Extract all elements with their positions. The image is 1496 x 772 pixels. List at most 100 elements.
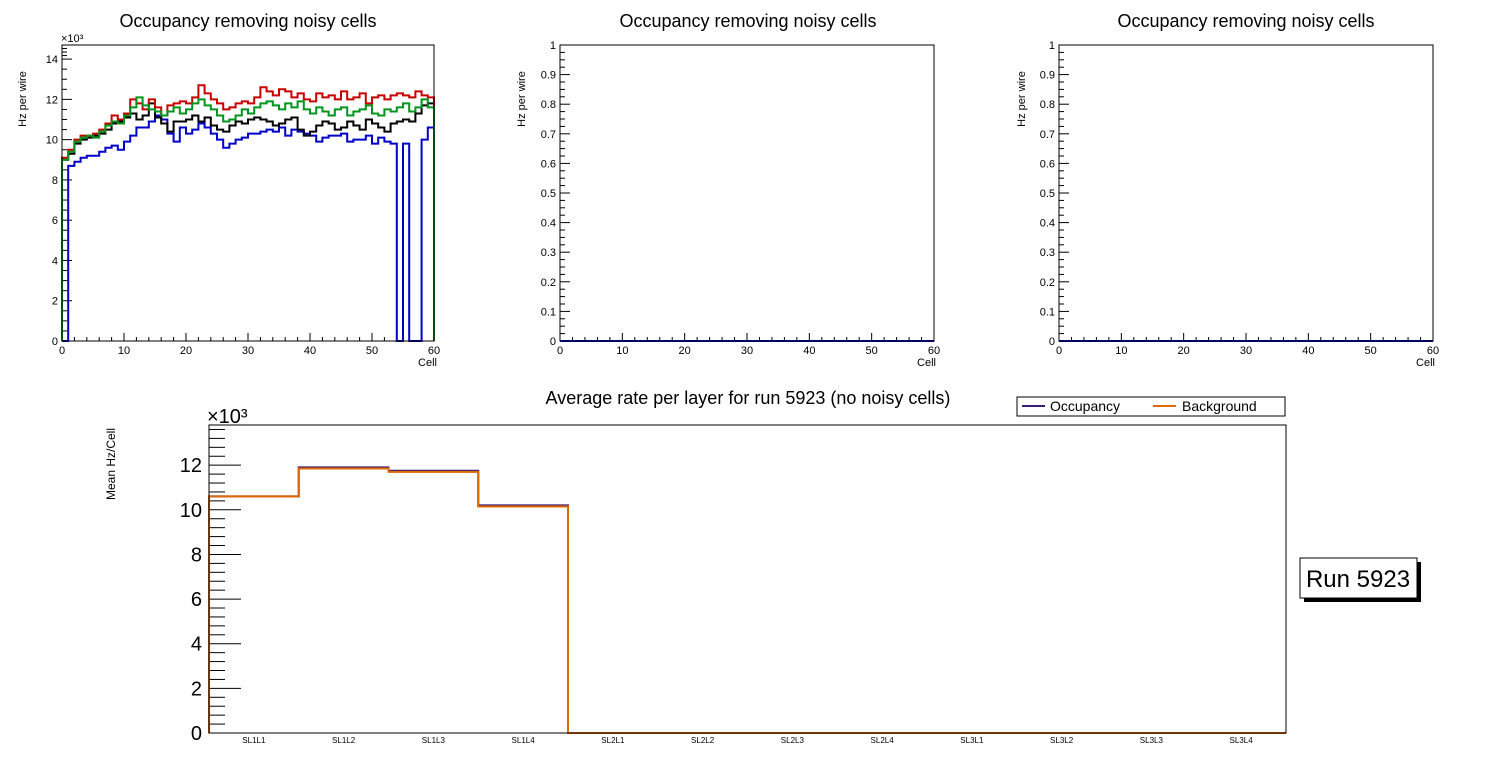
panel-1-xtick-label: 0 — [59, 345, 65, 357]
panel-1-ytick-label: 2 — [52, 296, 58, 308]
panel-3-xtick-label: 50 — [1365, 345, 1377, 357]
panel-4-ylabel: Mean Hz/Cell — [104, 428, 118, 500]
panel-2-frame — [559, 44, 935, 342]
panel-1-xtick-label: 20 — [180, 345, 192, 357]
panel-3-ytick-label: 0 — [1049, 336, 1055, 348]
panel-4-category-label: SL1L2 — [332, 736, 356, 745]
panel-4-category-label: SL2L2 — [691, 736, 715, 745]
panel-4-ytick-label: 8 — [191, 544, 202, 566]
panel-3-xtick-label: 60 — [1427, 345, 1439, 357]
panel-4-category-label: SL2L4 — [871, 736, 895, 745]
panel-2-ytick-label: 0.9 — [541, 70, 556, 82]
panel-2-axis-ticks: 0 10 20 30 40 50 60 0 0.1 0.2 0.3 0.4 0.5 0.6 0.7 0.8 0.… — [541, 40, 940, 357]
panel-3-ytick-label: 0.3 — [1040, 247, 1055, 259]
panel-2-ytick-label: 1 — [550, 40, 556, 52]
panel-1-series-1 — [62, 114, 435, 342]
panel-2-ytick-label: 0.6 — [541, 158, 556, 170]
panel-3-xtick-label: 30 — [1240, 345, 1252, 357]
panel-2-ytick-label: 0 — [550, 336, 556, 348]
panel-1-xlabel: Cell — [418, 357, 437, 369]
panel-2-ylabel: Hz per wire — [516, 71, 528, 127]
panel-3-ytick-label: 0.9 — [1040, 70, 1055, 82]
panel-4-category-label: SL1L3 — [422, 736, 446, 745]
panel-2-title: Occupancy removing noisy cells — [619, 11, 876, 31]
panel-3-axis-ticks: 0 10 20 30 40 50 60 0 0.1 0.2 0.3 0.4 0.5 0.6 0.7 0.8 0.… — [1040, 40, 1439, 357]
panel-3-ytick-label: 0.8 — [1040, 99, 1055, 111]
legend: Occupancy Background — [1016, 396, 1286, 417]
panel-3-ytick-label: 1 — [1049, 40, 1055, 52]
panel-2-ytick-label: 0.3 — [541, 247, 556, 259]
panel-1-xtick-label: 40 — [304, 345, 316, 357]
panel-4-category-label: SL3L4 — [1230, 736, 1254, 745]
panel-3-ytick-label: 0.5 — [1040, 188, 1055, 200]
panel-3-xtick-label: 0 — [1056, 345, 1062, 357]
panel-1-ytick-label: 0 — [52, 336, 58, 348]
panel-4-ytick-label: 0 — [191, 723, 202, 745]
panel-3-ytick-label: 0.2 — [1040, 277, 1055, 289]
panel-1-ytick-label: 8 — [52, 175, 58, 187]
panel-3-ytick-label: 0.4 — [1040, 218, 1055, 230]
panel-3-xtick-label: 40 — [1302, 345, 1314, 357]
panel-1-xtick-label: 10 — [118, 345, 130, 357]
panel-3-xtick-label: 20 — [1178, 345, 1190, 357]
run-label: Run 5923 — [1306, 566, 1410, 593]
panel-4-ytick-label: 6 — [191, 589, 202, 611]
panel-1-xtick-label: 30 — [242, 345, 254, 357]
panel-1-ytick-label: 12 — [46, 94, 58, 106]
panel-2-ytick-label: 0.7 — [541, 129, 556, 141]
panel-1-ytick-label: 4 — [52, 255, 58, 267]
panel-4-category-label: SL3L2 — [1050, 736, 1074, 745]
panel-2-xtick-label: 60 — [928, 345, 940, 357]
panel-2-xtick-label: 40 — [803, 345, 815, 357]
panel-4-category-label: SL3L3 — [1140, 736, 1164, 745]
panel-3-ytick-label: 0.7 — [1040, 129, 1055, 141]
panel-2-ytick-label: 0.1 — [541, 306, 556, 318]
panel-1-xtick-label: 50 — [366, 345, 378, 357]
panel-3: Occupancy removing noisy cells Hz per wi… — [1016, 11, 1439, 369]
panel-4-title: Average rate per layer for run 5923 (no … — [546, 388, 951, 408]
panel-1-title: Occupancy removing noisy cells — [119, 11, 376, 31]
panel-2-ytick-label: 0.2 — [541, 277, 556, 289]
panel-4-category-label: SL1L1 — [242, 736, 266, 745]
legend-label-occupancy: Occupancy — [1050, 398, 1120, 414]
panel-1-ytick-label: 6 — [52, 215, 58, 227]
panel-2-ytick-label: 0.4 — [541, 218, 556, 230]
panel-2: Occupancy removing noisy cells Hz per wi… — [516, 11, 940, 369]
panel-3-ytick-label: 0.1 — [1040, 306, 1055, 318]
panel-3-ylabel: Hz per wire — [1016, 71, 1028, 127]
panel-2-xtick-label: 0 — [557, 345, 563, 357]
panel-2-ytick-label: 0.5 — [541, 188, 556, 200]
panel-3-ytick-label: 0.6 — [1040, 158, 1055, 170]
panel-1-ytick-label: 14 — [46, 54, 58, 66]
panel-4-axis-ticks: 0 2 4 6 8 10 12 SL1L1 SL1L2 SL1L3 SL1L4 SL2L1 SL2L2 S… — [180, 428, 1254, 745]
panel-2-xtick-label: 50 — [866, 345, 878, 357]
legend-label-background: Background — [1182, 398, 1257, 414]
run-label-box: Run 5923 — [1299, 557, 1421, 602]
panel-4-series-background — [208, 467, 1286, 734]
panel-1-ylabel: Hz per wire — [17, 71, 29, 127]
panel-1-series-3 — [61, 84, 435, 341]
panel-2-xtick-label: 10 — [616, 345, 628, 357]
panel-2-xtick-label: 30 — [741, 345, 753, 357]
panel-3-title: Occupancy removing noisy cells — [1117, 11, 1374, 31]
panel-2-xlabel: Cell — [917, 357, 936, 369]
panel-4-scale-label: ×10³ — [207, 406, 248, 428]
panel-4-ytick-label: 2 — [191, 678, 202, 700]
panel-3-frame — [1058, 44, 1434, 342]
panel-1-axis-ticks: 0 10 20 30 40 50 60 0 2 4 6 8 10 12 14 — [46, 48, 440, 357]
panel-4-frame — [208, 424, 1287, 734]
panel-4-series-occupancy — [208, 466, 1286, 734]
panel-1-series-4 — [61, 96, 435, 341]
panel-1-frame — [61, 44, 435, 342]
panel-4-category-label: SL3L1 — [960, 736, 984, 745]
panel-4-category-label: SL2L3 — [781, 736, 805, 745]
panel-4: Average rate per layer for run 5923 (no … — [104, 388, 1421, 745]
panel-2-ytick-label: 0.8 — [541, 99, 556, 111]
panel-4-ytick-label: 12 — [180, 455, 202, 477]
run-label-frame — [1299, 557, 1418, 599]
panel-1-scale-label: ×10³ — [61, 33, 84, 45]
panel-1: Occupancy removing noisy cells Hz per wi… — [17, 11, 440, 369]
panel-2-xtick-label: 20 — [679, 345, 691, 357]
legend-box — [1016, 396, 1286, 417]
